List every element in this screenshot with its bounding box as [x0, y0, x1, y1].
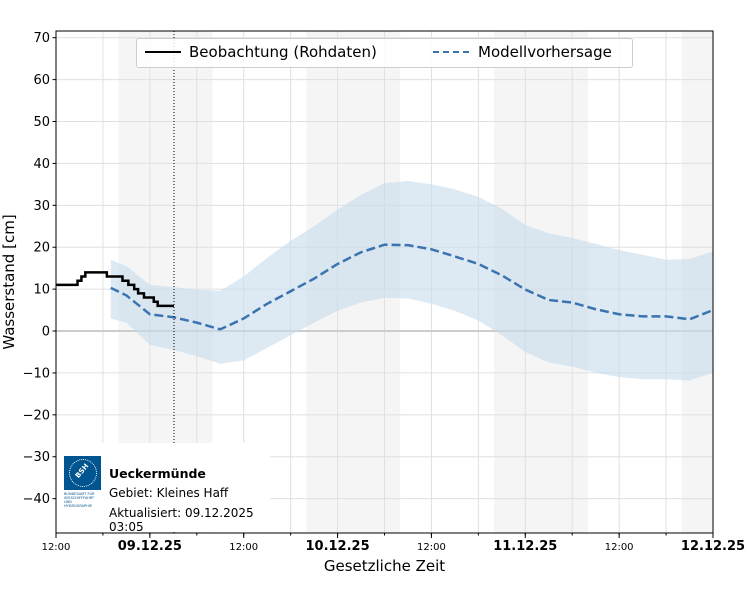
- x-tick-label: 12:00: [605, 542, 634, 553]
- y-tick-label: 60: [33, 73, 50, 88]
- plot-frame: [55, 30, 714, 534]
- y-tick-label: 0: [42, 325, 50, 340]
- y-tick-label: 50: [33, 115, 50, 130]
- bsh-logo: BSH BUNDESAMT FÜR SEESCHIFFFAHRT UND HYD…: [64, 456, 101, 508]
- area-name: Gebiet: Kleines Haff: [109, 486, 229, 500]
- station-name: Ueckermünde: [109, 466, 206, 481]
- y-tick-label: 20: [33, 241, 50, 256]
- info-box: BSH BUNDESAMT FÜR SEESCHIFFFAHRT UND HYD…: [57, 443, 270, 534]
- x-tick-label: 10.12.25: [305, 539, 369, 554]
- y-tick-label: −40: [23, 492, 50, 507]
- y-tick-label: −30: [23, 450, 50, 465]
- legend-swatch-observation: [145, 51, 181, 53]
- y-tick-label: 30: [33, 199, 50, 214]
- x-tick-label: 12:00: [229, 542, 258, 553]
- legend-label-observation: Beobachtung (Rohdaten): [189, 43, 377, 61]
- y-tick-label: −10: [23, 366, 50, 381]
- x-tick-label: 11.12.25: [493, 539, 557, 554]
- y-tick-label: 70: [33, 31, 50, 46]
- y-tick-label: 10: [33, 283, 50, 298]
- x-tick-label: 09.12.25: [118, 539, 182, 554]
- legend-label-forecast: Modellvorhersage: [478, 43, 612, 61]
- legend-swatch-forecast: [433, 51, 469, 53]
- y-tick-label: −20: [23, 408, 50, 423]
- forecast-confidence-band: [110, 181, 713, 381]
- y-tick-label: 40: [33, 157, 50, 172]
- forecast-line: [110, 243, 714, 331]
- y-axis-label: Wasserstand [cm]: [0, 214, 18, 349]
- x-tick-label: 12:00: [417, 542, 446, 553]
- observation-line: [56, 271, 174, 308]
- x-axis-label: Gesetzliche Zeit: [324, 557, 445, 575]
- updated-time: Aktualisiert: 09.12.2025 03:05: [109, 506, 254, 534]
- legend: Beobachtung (Rohdaten) Modellvorhersage: [136, 38, 633, 68]
- x-tick-label: 12.12.25: [681, 539, 745, 554]
- x-tick-label: 12:00: [42, 542, 71, 553]
